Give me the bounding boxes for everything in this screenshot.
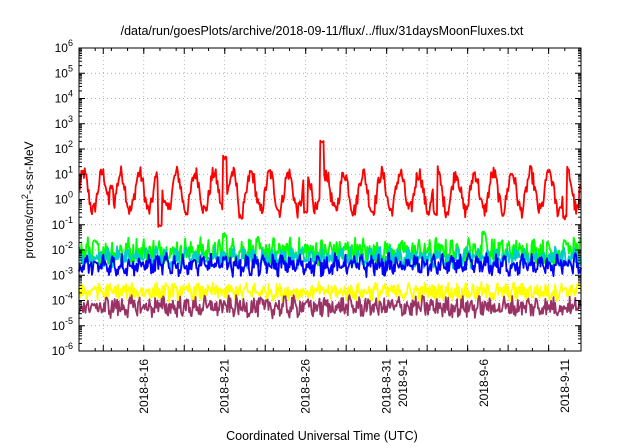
y-tick-label: 10-3 [52, 265, 73, 282]
x-tick-label: 2018-9-1 [396, 359, 410, 407]
series-line-3 [78, 252, 582, 278]
x-tick-label: 2018-9-11 [558, 359, 572, 413]
chart-title: /data/run/goesPlots/archive/2018-09-11/f… [121, 24, 524, 38]
x-tick-label: 2018-8-26 [299, 359, 313, 414]
y-tick-label: 104 [55, 89, 73, 106]
y-axis: 10-6 10-5 10-4 10-3 10-2 10-1 100 101 102 103 104 1… [52, 38, 581, 358]
x-tick-label: 2018-8-16 [137, 359, 151, 414]
y-tick-label: 10-2 [52, 240, 73, 257]
series-layer [78, 139, 582, 320]
y-tick-label: 101 [55, 164, 73, 181]
x-tick-label: 2018-8-31 [380, 359, 394, 414]
y-tick-label: 106 [55, 38, 73, 55]
x-axis: 2018-8-16 2018-8-21 2018-8-26 2018-8-31 2018… [78, 48, 582, 414]
x-tick-label: 2018-8-21 [218, 359, 232, 414]
y-tick-label: 105 [55, 63, 73, 80]
y-tick-label: 10-4 [52, 291, 73, 308]
y-tick-label: 10-1 [52, 215, 73, 232]
y-axis-label: protons/cm2-s-sr-MeV [20, 141, 36, 258]
series-line-0 [78, 139, 582, 228]
y-tick-label: 103 [55, 114, 73, 131]
y-tick-label: 10-5 [52, 316, 73, 333]
y-tick-label: 10-6 [52, 341, 73, 358]
series-line-4 [78, 280, 582, 303]
x-axis-label: Coordinated Universal Time (UTC) [226, 429, 418, 443]
y-tick-label: 102 [55, 139, 73, 156]
y-tick-label: 100 [55, 190, 73, 207]
series-line-5 [78, 294, 582, 320]
x-tick-label: 2018-9-6 [477, 359, 491, 407]
